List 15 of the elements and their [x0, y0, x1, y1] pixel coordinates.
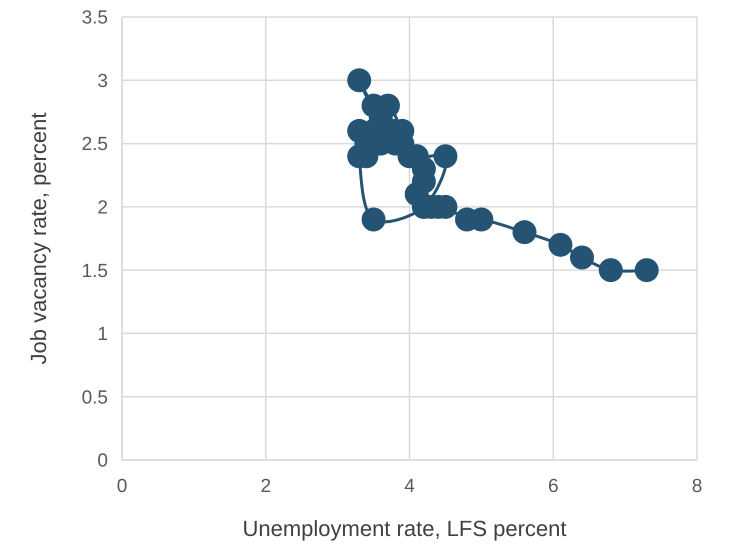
y-tick-label: 2.5	[82, 134, 108, 156]
y-tick-label: 2	[97, 198, 108, 219]
x-tick-label: 8	[692, 476, 702, 497]
y-tick-label: 3	[97, 70, 108, 92]
y-tick-label: 1	[97, 324, 108, 346]
x-tick-label: 4	[404, 476, 416, 497]
y-tick-label: 3.5	[82, 8, 108, 29]
y-tick-label: 0.5	[82, 387, 108, 408]
x-tick-label: 2	[260, 476, 272, 497]
y-axis-title: Job vacancy rate, percent	[26, 112, 51, 364]
x-tick-label: 0	[116, 476, 128, 497]
y-tick-label: 0	[97, 450, 108, 472]
y-tick-label: 1.5	[82, 260, 108, 282]
x-axis-title: Unemployment rate, LFS percent	[242, 516, 567, 541]
x-tick-label: 6	[548, 476, 559, 497]
